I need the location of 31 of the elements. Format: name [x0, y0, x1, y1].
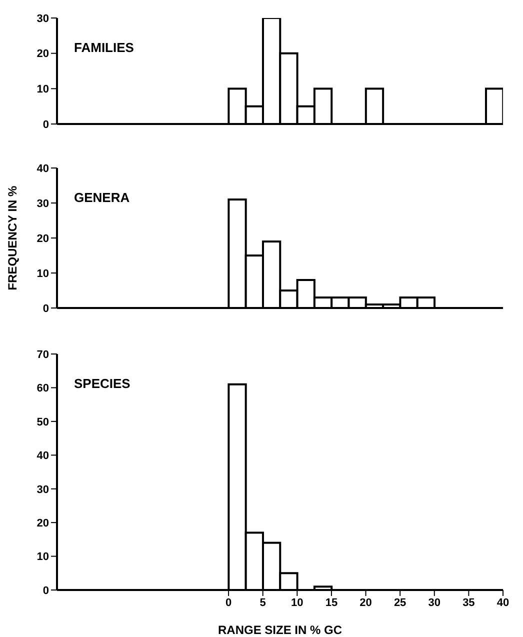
text: SPECIES: [74, 376, 130, 391]
y-tick-label: 70: [36, 348, 49, 361]
y-tick-label: 30: [36, 484, 49, 496]
y-tick-label: 30: [36, 12, 49, 25]
y-tick-label: 20: [36, 232, 49, 245]
text: GENERA: [74, 190, 130, 205]
x-tick-label: 5: [260, 596, 266, 609]
y-tick-label: 60: [36, 382, 49, 395]
y-axis-title: FREQUENCY IN %: [5, 185, 20, 290]
y-tick-label: 20: [36, 48, 49, 60]
x-tick-label: 15: [325, 596, 338, 609]
x-axis-title: RANGE SIZE IN % GC: [218, 623, 342, 637]
y-tick-label: 10: [36, 551, 49, 564]
y-tick-label: 40: [36, 450, 49, 462]
y-tick-label: 0: [42, 302, 49, 315]
x-tick-label: 10: [291, 596, 304, 609]
y-tick-label: 40: [36, 162, 49, 175]
y-tick-label: 50: [36, 416, 49, 428]
x-tick-label: 0: [225, 596, 232, 609]
x-tick-label: 20: [360, 596, 372, 609]
y-tick-label: 20: [36, 517, 49, 530]
x-tick-label: 25: [394, 596, 406, 609]
y-tick-label: 10: [36, 268, 49, 280]
y-tick-label: 0: [42, 584, 49, 597]
y-tick-label: 10: [36, 84, 49, 96]
x-tick-label: 40: [496, 596, 510, 609]
x-tick-label: 30: [428, 596, 441, 609]
text: FAMILIES: [74, 40, 134, 55]
x-tick-label: 35: [462, 596, 475, 609]
y-tick-label: 30: [36, 198, 49, 210]
y-tick-label: 0: [42, 118, 49, 131]
